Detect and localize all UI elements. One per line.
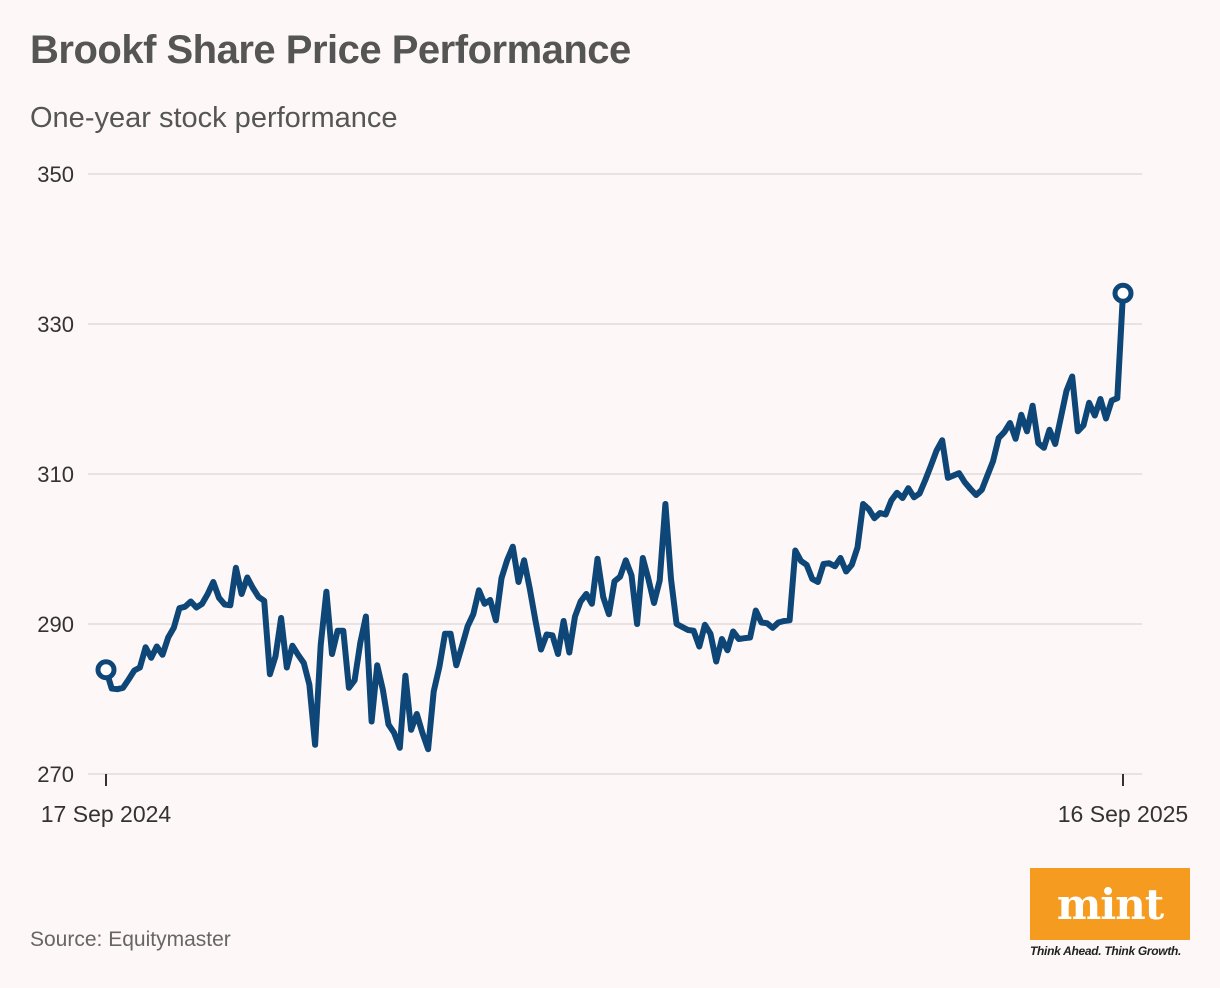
y-tick-label: 310 bbox=[37, 462, 74, 487]
x-axis-ticks: 17 Sep 2024 16 Sep 2025 bbox=[41, 774, 1188, 827]
price-series bbox=[95, 282, 1134, 753]
x-tick-label: 17 Sep 2024 bbox=[41, 801, 172, 827]
logo-wordmark: mint bbox=[1056, 879, 1164, 929]
y-axis-ticks: 350 330 310 290 270 bbox=[37, 162, 74, 787]
gridlines bbox=[88, 173, 1142, 775]
series-line bbox=[103, 290, 1126, 753]
y-tick-label: 330 bbox=[37, 312, 74, 337]
start-point-marker bbox=[95, 659, 117, 681]
mint-logo: mint bbox=[1030, 868, 1190, 940]
end-point-marker bbox=[1112, 282, 1134, 304]
logo-tagline: Think Ahead. Think Growth. bbox=[1030, 944, 1182, 958]
x-tick-label: 16 Sep 2025 bbox=[1058, 801, 1188, 827]
y-tick-label: 350 bbox=[37, 162, 74, 187]
chart-subtitle: One-year stock performance bbox=[30, 102, 398, 134]
y-tick-label: 290 bbox=[37, 612, 74, 637]
chart-title: Brookf Share Price Performance bbox=[30, 28, 631, 72]
y-tick-label: 270 bbox=[37, 762, 74, 787]
source-note: Source: Equitymaster bbox=[30, 928, 231, 951]
